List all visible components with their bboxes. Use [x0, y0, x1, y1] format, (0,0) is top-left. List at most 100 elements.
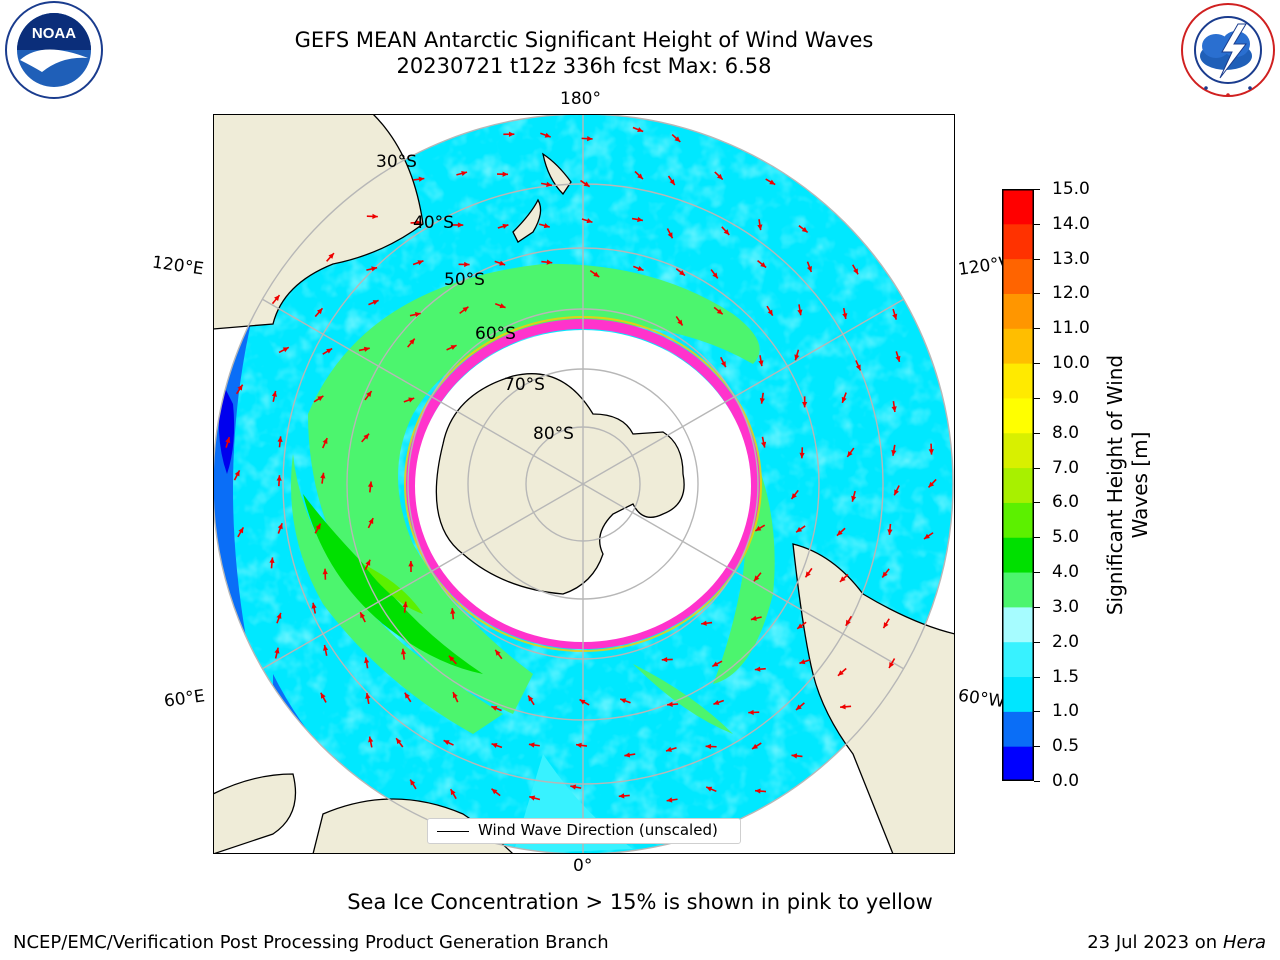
- wind-wave-arrow-head: [543, 223, 550, 229]
- colorbar-segment: [1002, 606, 1034, 643]
- lat-label-80s: 80°S: [533, 424, 574, 444]
- colorbar-tick-label: 3.0: [1052, 596, 1080, 617]
- lon-label-60e: 60°E: [162, 686, 207, 712]
- map-frame: [213, 114, 955, 854]
- colorbar-tick-label: 5.0: [1052, 527, 1080, 548]
- wind-wave-arrow-head: [801, 227, 808, 233]
- colorbar-label: Significant Height of Wind Waves [m]: [1103, 355, 1153, 615]
- wind-wave-arrow-head: [750, 615, 757, 621]
- wind-wave-arrow-head: [508, 131, 515, 137]
- colorbar-tick-mark: [1034, 606, 1040, 608]
- colorbar-tick-mark: [1034, 641, 1040, 643]
- map-legend: Wind Wave Direction (unscaled): [427, 818, 741, 844]
- wind-wave-arrow-head: [269, 557, 275, 564]
- wind-wave-arrow-head: [528, 742, 535, 748]
- wind-wave-arrow-head: [448, 655, 455, 662]
- wind-wave-arrow-head: [363, 433, 370, 440]
- wind-wave-arrow-head: [570, 784, 577, 790]
- wind-wave-arrow-head: [450, 608, 456, 614]
- colorbar-segment: [1002, 641, 1034, 678]
- wind-wave-arrow-head: [576, 742, 582, 748]
- colorbar-tick-label: 9.0: [1052, 387, 1080, 408]
- chart-subtitle: 20230721 t12z 336h fcst Max: 6.58: [396, 54, 772, 78]
- wind-wave-arrow-head: [502, 223, 509, 229]
- wind-wave-arrow-head: [713, 700, 720, 705]
- wind-wave-arrow-head: [583, 181, 590, 187]
- wind-wave-arrow-head: [802, 401, 808, 408]
- wind-wave-arrow-head: [807, 266, 812, 272]
- wind-wave-arrow-head: [225, 437, 231, 444]
- colorbar-segment: [1002, 328, 1034, 364]
- wind-wave-arrow-head: [408, 560, 414, 567]
- wind-wave-arrow-head: [461, 170, 468, 177]
- colorbar-segment: [1002, 537, 1034, 573]
- wind-wave-arrow-head: [368, 736, 374, 743]
- wind-wave-arrow-head: [855, 364, 861, 371]
- lat-label-30s: 30°S: [376, 152, 417, 172]
- wind-wave-arrow-head: [371, 266, 378, 272]
- wind-wave-arrow-head: [450, 789, 456, 796]
- noaa-logo-text: NOAA: [32, 25, 76, 42]
- wind-wave-arrow-head: [277, 436, 283, 443]
- colorbar-segment: [1002, 502, 1034, 538]
- wind-wave-arrow-head: [499, 260, 506, 266]
- wind-wave-arrow-head: [495, 649, 501, 656]
- footer-credit: NCEP/EMC/Verification Post Processing Pr…: [13, 932, 609, 953]
- wind-wave-arrow-head: [701, 620, 707, 626]
- wind-wave-arrow-head: [887, 529, 893, 535]
- wind-wave-arrow-head: [891, 449, 897, 456]
- wind-wave-arrow-head: [462, 306, 469, 313]
- wind-wave-arrow-head: [618, 793, 625, 799]
- wind-wave-arrow-head: [372, 213, 378, 220]
- wind-wave-arrow-head: [760, 262, 767, 268]
- colorbar-segment: [1002, 397, 1034, 434]
- legend-label: Wind Wave Direction (unscaled): [478, 821, 718, 839]
- wind-wave-arrow-head: [667, 701, 673, 708]
- wind-wave-arrow-head: [759, 397, 765, 404]
- wind-wave-arrow-head: [418, 176, 425, 182]
- wind-wave-arrow-head: [529, 795, 536, 801]
- wind-wave-arrow-head: [367, 481, 374, 488]
- wind-wave-arrow-head: [322, 568, 328, 575]
- wind-wave-arrow-head: [546, 259, 553, 265]
- colorbar-tick-mark: [1034, 676, 1040, 678]
- colorbar-tick-mark: [1034, 467, 1040, 469]
- wind-wave-arrow-head: [416, 220, 422, 226]
- wind-wave-arrow-head: [769, 179, 776, 185]
- wind-wave-arrow-head: [360, 612, 366, 619]
- colorbar-tick-label: 6.0: [1052, 492, 1080, 513]
- wind-wave-arrow-head: [277, 523, 283, 530]
- wind-wave-arrow-head: [366, 391, 372, 397]
- wind-wave-arrow-head: [579, 699, 586, 705]
- wind-wave-arrow-head: [761, 441, 767, 448]
- footer-machine: Hera: [1222, 932, 1266, 953]
- colorbar-segment: [1002, 189, 1034, 225]
- wind-wave-arrow-head: [491, 743, 498, 748]
- wind-wave-arrow-head: [322, 438, 328, 445]
- colorbar-segment: [1002, 746, 1034, 781]
- wind-wave-arrow-head: [669, 179, 675, 186]
- colorbar-tick-mark: [1034, 432, 1040, 434]
- wind-wave-arrow-head: [414, 311, 421, 318]
- wind-wave-arrow-head: [620, 698, 627, 704]
- wind-wave-arrow-head: [502, 171, 509, 177]
- wind-wave-arrow-head: [417, 260, 424, 266]
- colorbar-tick-label: 4.0: [1052, 562, 1080, 583]
- colorbar-tick-mark: [1034, 223, 1040, 225]
- wind-wave-arrow-head: [679, 270, 685, 276]
- wind-wave-arrow-head: [276, 475, 282, 481]
- wind-wave-arrow-head: [716, 308, 723, 315]
- wind-wave-arrow-head: [276, 612, 282, 619]
- wind-wave-arrow-head: [368, 518, 374, 525]
- wind-wave-arrows: [225, 126, 937, 844]
- wind-wave-arrow-head: [408, 397, 415, 403]
- wind-wave-arrow-head: [805, 571, 811, 578]
- wind-wave-arrow-head: [593, 271, 600, 277]
- graticule: [213, 114, 954, 854]
- wind-wave-arrow-head: [757, 224, 763, 231]
- colorbar-tick-label: 15.0: [1052, 179, 1090, 199]
- colorbar-tick-mark: [1034, 537, 1040, 539]
- wind-wave-arrow-head: [842, 313, 848, 319]
- wind-wave-arrow-head: [661, 657, 668, 663]
- colorbar-tick-label: 0.5: [1052, 736, 1080, 757]
